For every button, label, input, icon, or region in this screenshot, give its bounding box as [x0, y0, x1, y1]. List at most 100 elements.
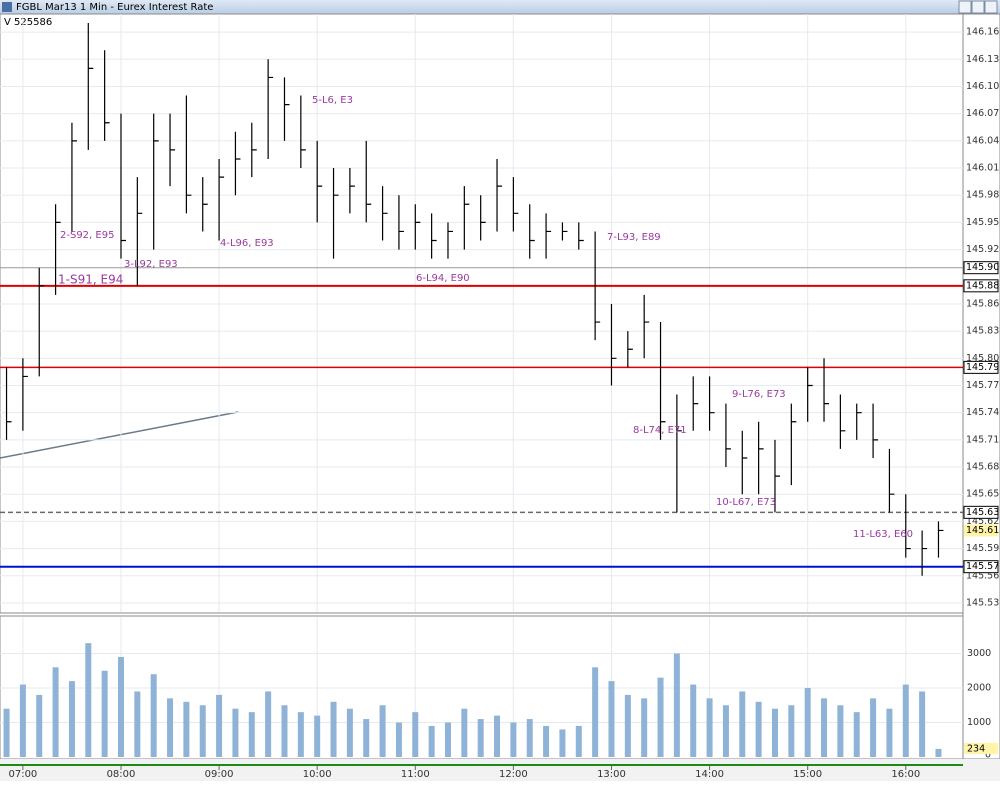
ohlc-bar: [839, 394, 846, 449]
ohlc-bar: [54, 204, 61, 295]
volume-bar: [592, 667, 599, 757]
last-price-label: 145.61: [966, 525, 999, 536]
volume-bar: [117, 656, 124, 757]
y-tick-label: 146.16: [966, 27, 999, 38]
ohlc-bar: [104, 50, 110, 141]
ohlc-bar: [87, 23, 94, 150]
volume-bar: [297, 712, 304, 757]
trade-annotation: 3-L92, E93: [124, 259, 178, 270]
trade-annotation: 1-S91, E94: [58, 273, 123, 287]
ohlc-bar: [758, 421, 764, 495]
ohlc-bar: [283, 77, 290, 141]
close-button[interactable]: [984, 0, 998, 14]
trade-annotation: 9-L76, E73: [732, 389, 786, 400]
y-tick-label: 145.62: [966, 516, 999, 527]
level-label: 145.79: [966, 362, 999, 373]
title-bar: [0, 0, 1000, 14]
volume-bar: [624, 694, 631, 757]
x-tick-label: 13:00: [597, 769, 626, 780]
y-tick-label: 146.04: [966, 135, 999, 146]
ohlc-bar: [774, 439, 780, 513]
volume-bar: [739, 691, 746, 757]
ohlc-bar: [234, 131, 241, 196]
y-tick-label: 146.01: [966, 163, 999, 174]
volume-bar: [543, 725, 550, 757]
ohlc-bar: [365, 140, 372, 223]
ohlc-bar: [300, 95, 306, 169]
y-tick-label: 145.53: [966, 597, 999, 608]
volume-bar: [575, 725, 582, 757]
volume-bar: [722, 705, 729, 757]
ohlc-bar: [725, 403, 731, 468]
x-tick-label: 16:00: [891, 769, 920, 780]
volume-bar: [167, 698, 174, 757]
ohlc-bar: [120, 113, 126, 259]
value-axis: [962, 13, 1000, 760]
ohlc-bar: [676, 394, 682, 513]
volume-bar: [477, 719, 484, 757]
ohlc-bar: [185, 95, 192, 214]
volume-bar: [690, 684, 697, 757]
ohlc-bar: [316, 140, 323, 223]
volume-bar: [461, 708, 468, 757]
ohlc-bar: [856, 403, 862, 440]
ohlc-bar: [937, 521, 944, 558]
y-tick-label: 145.59: [966, 543, 999, 554]
volume-bar: [265, 691, 272, 757]
y-tick-label: 145.68: [966, 462, 999, 473]
trade-annotation: 7-L93, E89: [607, 232, 661, 243]
volume-bar: [232, 708, 239, 757]
ohlc-bar: [692, 376, 699, 431]
ohlc-bar: [659, 322, 666, 440]
volume-bar: [673, 653, 680, 757]
volume-bar: [68, 681, 75, 757]
v-tick-label: 1000: [967, 717, 991, 728]
ohlc-bar: [463, 186, 470, 250]
maximize-button[interactable]: [971, 0, 985, 14]
volume-bar: [804, 688, 811, 757]
y-tick-label: 146.07: [966, 108, 999, 119]
ohlc-bar: [888, 448, 895, 513]
volume-bar: [657, 677, 664, 757]
x-tick-label: 12:00: [499, 769, 528, 780]
last-volume-label: 234: [967, 743, 985, 754]
x-tick-label: 09:00: [205, 769, 234, 780]
ohlc-bar: [5, 367, 12, 440]
y-tick-label: 145.98: [966, 190, 999, 201]
volume-bar: [444, 722, 451, 757]
volume-bar: [853, 712, 860, 757]
y-tick-label: 145.86: [966, 298, 999, 309]
volume-bar: [428, 725, 435, 757]
volume-bar: [330, 701, 337, 757]
ohlc-bar: [431, 213, 437, 259]
ohlc-bar: [872, 403, 879, 458]
ohlc-bar: [218, 158, 225, 241]
ohlc-bar: [529, 204, 535, 259]
volume-bar: [346, 708, 353, 757]
level-label-box: [963, 279, 999, 293]
volume-bar: [379, 705, 386, 757]
trade-annotation: 11-L63, E60: [853, 529, 913, 540]
volume-bar: [837, 705, 844, 757]
ohlc-bar: [71, 122, 77, 232]
x-tick-label: 10:00: [303, 769, 332, 780]
volume-bar: [559, 729, 566, 757]
ohlc-bar: [414, 204, 421, 250]
volume-bar: [902, 684, 909, 757]
ohlc-bar: [136, 177, 143, 286]
ohlc-bar: [202, 177, 208, 232]
x-tick-label: 14:00: [695, 769, 724, 780]
trade-annotation: 5-L6, E3: [312, 95, 353, 106]
volume-bar: [821, 698, 828, 757]
app-icon: [2, 2, 12, 12]
ohlc-bar: [578, 222, 584, 250]
volume-bar: [788, 705, 795, 757]
volume-bar: [3, 708, 10, 757]
ohlc-bar: [708, 376, 715, 431]
volume-bar: [36, 694, 43, 757]
level-label-box: [963, 505, 999, 519]
minimize-button[interactable]: [958, 0, 972, 14]
ohlc-bar: [627, 331, 633, 368]
trade-annotation: 6-L94, E90: [416, 273, 470, 284]
